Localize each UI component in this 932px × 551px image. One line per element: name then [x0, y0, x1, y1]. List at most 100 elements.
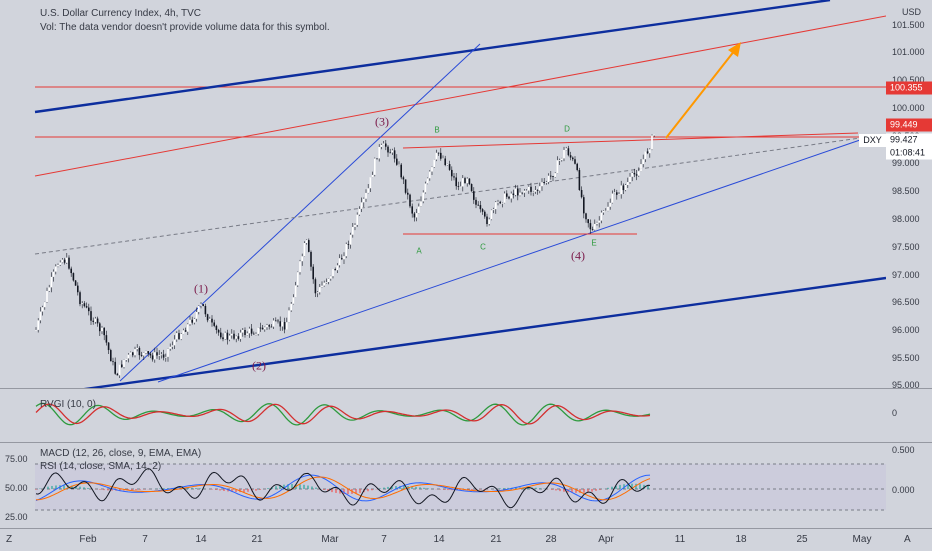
candle-body: [117, 374, 119, 376]
wave-label-2: (2): [252, 359, 266, 374]
candle-body: [557, 160, 559, 173]
candle-body: [436, 153, 438, 160]
candle-body: [612, 194, 614, 203]
macd-histogram-bar: [371, 489, 372, 490]
time-axis[interactable]: Z Feb 7 14 21 Mar 7 14 21 28 Apr 11 18 2…: [0, 528, 932, 551]
time-tick: 11: [675, 534, 685, 545]
candle-body: [103, 328, 105, 335]
candle-body: [526, 191, 528, 192]
candle-body: [554, 173, 556, 177]
macd-histogram-bar: [135, 489, 136, 490]
candle-body: [92, 321, 94, 322]
autoscale-toggle[interactable]: A: [904, 534, 911, 545]
macd-rsi-pane[interactable]: MACD (12, 26, close, 9, EMA, EMA) RSI (1…: [0, 443, 886, 528]
candle-body: [200, 304, 202, 306]
macd-histogram-bar: [599, 489, 600, 490]
candle-body: [136, 348, 138, 349]
macd-histogram-bar: [243, 489, 244, 492]
symbol-legend[interactable]: U.S. Dollar Currency Index, 4h, TVC: [40, 8, 201, 19]
candle-body: [51, 277, 53, 287]
candle-body: [154, 352, 156, 359]
rsi-legend[interactable]: RSI (14, close, SMA, 14, 2): [40, 461, 161, 472]
candle-body: [411, 206, 413, 213]
candle-body: [125, 358, 127, 360]
candle-body: [143, 353, 145, 356]
macd-histogram-bar: [347, 489, 348, 494]
symbol-tag[interactable]: DXY: [859, 134, 886, 147]
macd-histogram-bar: [131, 489, 132, 490]
candle-body: [647, 151, 649, 153]
candle-body: [59, 262, 61, 264]
price-chart-svg[interactable]: [0, 0, 886, 388]
candle-body: [260, 328, 262, 329]
candle-body: [295, 285, 297, 297]
candle-body: [636, 174, 638, 175]
candle-body: [213, 322, 215, 325]
candle-body: [147, 351, 149, 354]
candle-body: [75, 280, 77, 285]
candle-body: [381, 145, 383, 147]
candle-body: [475, 200, 477, 205]
candle-body: [189, 320, 191, 324]
macd-histogram-bar: [379, 488, 380, 489]
candle-body: [348, 244, 350, 245]
price-axis[interactable]: USD 101.500 101.000 100.500 100.000 99.5…: [886, 0, 932, 388]
candle-body: [299, 261, 301, 272]
candle-body: [623, 185, 625, 190]
wave-label-4: (4): [571, 249, 585, 264]
candle-body: [543, 182, 545, 183]
candle-body: [238, 336, 240, 339]
point-label-a: A: [416, 247, 421, 256]
macd-histogram-bar: [39, 488, 40, 489]
macd-histogram-bar: [383, 488, 384, 489]
candle-body: [376, 158, 378, 159]
rvgi-legend[interactable]: RVGI (10, 0): [40, 399, 96, 410]
candle-body: [486, 217, 488, 225]
candle-body: [233, 334, 235, 339]
candle-body: [634, 173, 636, 174]
macd-histogram-bar: [199, 488, 200, 489]
rvgi-pane[interactable]: RVGI (10, 0): [0, 389, 886, 442]
wave-label-3: (3): [375, 115, 389, 130]
candle-body: [548, 176, 550, 182]
macd-axis: 0.500 0.000: [886, 443, 932, 528]
candle-body: [590, 223, 592, 229]
candle-body: [315, 279, 317, 293]
candle-body: [240, 333, 242, 339]
timezone-toggle[interactable]: Z: [6, 534, 12, 545]
candle-body: [99, 323, 101, 331]
price-pane[interactable]: U.S. Dollar Currency Index, 4h, TVC Vol:…: [0, 0, 886, 388]
candle-body: [163, 354, 165, 357]
countdown-tag: 01:08:41: [886, 147, 932, 160]
candle-body: [370, 177, 372, 188]
macd-histogram-bar: [539, 488, 540, 489]
price-tick: 96.500: [892, 297, 920, 307]
macd-legend[interactable]: MACD (12, 26, close, 9, EMA, EMA): [40, 448, 201, 459]
macd-histogram-bar: [223, 489, 224, 491]
macd-histogram-bar: [159, 488, 160, 489]
time-tick: 28: [545, 534, 556, 545]
candle-body: [484, 212, 486, 217]
candle-body: [229, 335, 231, 339]
high-price-tag: 99.449: [886, 119, 932, 132]
candle-body: [440, 153, 442, 159]
candle-body: [433, 160, 435, 168]
candle-body: [279, 321, 281, 326]
candle-body: [422, 192, 424, 201]
candle-body: [275, 321, 277, 322]
candle-body: [284, 322, 286, 329]
macd-histogram-bar: [499, 488, 500, 489]
macd-histogram-bar: [471, 489, 472, 490]
rvgi-axis: 0: [886, 389, 932, 442]
candle-body: [356, 215, 358, 225]
rvgi-chart-svg: [0, 389, 886, 442]
macd-histogram-bar: [555, 489, 556, 490]
candle-body: [477, 205, 479, 206]
candle-body: [79, 292, 81, 304]
macd-histogram-bar: [423, 488, 424, 489]
price-tick: 97.500: [892, 242, 920, 252]
candle-body: [603, 211, 605, 213]
candle-body: [471, 184, 473, 191]
wave-trend-line-lower: [158, 140, 860, 382]
